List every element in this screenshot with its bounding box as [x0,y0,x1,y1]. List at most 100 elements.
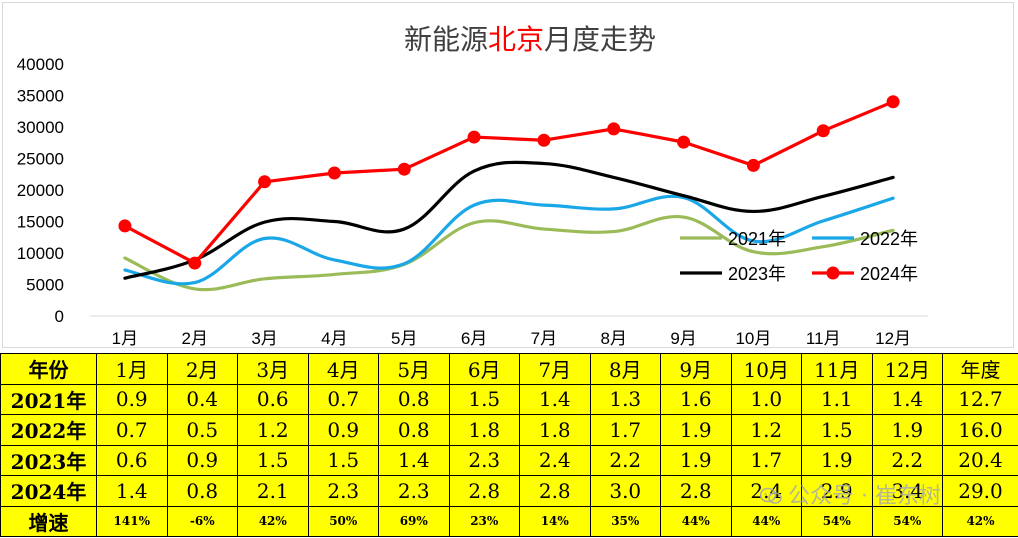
table-cell: 4月 [307,353,379,385]
table-cell: 1月 [96,353,168,385]
table-cell: 1.9 [871,414,943,446]
table-cell: 1.1 [801,383,873,415]
table-cell: 11月 [801,353,873,385]
table-cell: 0.7 [307,383,379,415]
chart-title-part-1: 北京 [488,23,544,56]
table-cell: 1.2 [237,414,309,446]
table-cell: 1.4 [378,444,450,476]
chart-frame [2,2,1014,348]
table-cell: 3月 [237,353,309,385]
table-cell: 1.9 [660,444,732,476]
chart-title: 新能源北京月度走势 [404,23,656,56]
series-line-3 [123,100,895,265]
table-cell: 2.4 [519,444,591,476]
series-point-3 [118,219,132,233]
table-cell: 44% [730,505,802,537]
y-tick-label: 15000 [17,213,64,232]
table-cell: 1.4 [871,383,943,415]
line-chart: 新能源北京月度走势 40000 35000 30000 25000 20000 15000 1… [17,23,928,348]
wechat-icon [760,487,782,504]
table-cell: 8月 [589,353,661,385]
table-cell: 0.9 [166,444,238,476]
table-cell: 23% [448,505,520,537]
watermark-text: 公众号 · 崔东树 [788,484,941,509]
table-cell: 1.8 [519,414,591,446]
chart-title-part-2: 月度走势 [544,23,656,56]
legend-marker-3 [826,266,840,280]
table-cell: 5月 [378,353,450,385]
table-cell: 0.5 [166,414,238,446]
row-label-cell: 增速 [0,505,97,537]
series-point-3 [607,122,621,136]
legend-label-2: 2023年 [728,264,786,284]
x-tick-label: 12月 [875,329,911,348]
table-cell: 2.3 [378,475,450,507]
series-line-0 [123,214,895,292]
table-cell: 42% [237,505,309,537]
table-cell: 0.4 [166,383,238,415]
table-cell: 9月 [660,353,732,385]
table-row: 2022年 0.7 0.5 1.2 0.9 0.8 1.8 1.8 1.7 1.9 1.2 1.5 1.… [0,414,1018,446]
table-cell: 20.4 [942,444,1018,476]
y-tick-label: 20000 [17,181,64,200]
table-cell: 1.5 [448,383,520,415]
series-point-3 [746,158,760,172]
table-cell: 44% [660,505,732,537]
x-tick-label: 6月 [461,329,487,348]
chart-area: 新能源北京月度走势 40000 35000 30000 25000 20000 15000 1… [2,2,1014,348]
table-cell: 3.4 [871,475,943,507]
table-cell: 54% [801,505,873,537]
series-point-3 [327,166,341,180]
table-cell: 0.7 [96,414,168,446]
data-table: 年份 1月 2月 3月 4月 5月 6月 7月 8月 9月 10月 11月 12月 年度 2021年 0.9 0… [0,353,1018,537]
table-cell: 2.2 [589,444,661,476]
y-tick-label: 30000 [17,118,64,137]
table-cell: 2.9 [801,475,873,507]
legend-label-0: 2021年 [728,229,786,249]
table-cell: 50% [307,505,379,537]
table-row: 2023年 0.6 0.9 1.5 1.5 1.4 2.3 2.4 2.2 1.9 1.7 1.9 2.… [0,444,1018,476]
table-cell: 2.8 [660,475,732,507]
table-cell: 16.0 [942,414,1018,446]
table-cell: 1.4 [96,475,168,507]
series-point-3 [886,95,900,109]
table-cell: 7月 [519,353,591,385]
series-point-3 [397,162,411,176]
table-cell: 6月 [448,353,520,385]
table-cell: 2.1 [237,475,309,507]
x-tick-label: 3月 [251,329,277,348]
table-cell: 10月 [730,353,802,385]
row-label-cell: 年份 [0,353,97,385]
table-cell: 2.8 [519,475,591,507]
table-cell: 0.6 [96,444,168,476]
table-row: 2021年 0.9 0.4 0.6 0.7 0.8 1.5 1.4 1.3 1.6 1.0 1.1 1.… [0,383,1018,415]
chart-title-part-0: 新能源 [404,23,488,56]
table-cell: 0.6 [237,383,309,415]
table-cell: 35% [589,505,661,537]
table-cell: 2.3 [307,475,379,507]
x-tick-label: 2月 [182,329,208,348]
table-cell: 1.0 [730,383,802,415]
series-line-2 [123,160,895,280]
table-cell: 1.5 [237,444,309,476]
table-cell: 3.0 [589,475,661,507]
table-cell: 1.6 [660,383,732,415]
table-cell: 12月 [871,353,943,385]
x-tick-label: 10月 [735,329,771,348]
series-point-3 [467,130,481,144]
table-cell: 2.2 [871,444,943,476]
table-cell: 1.7 [589,414,661,446]
table-cell: 1.2 [730,414,802,446]
x-tick-label: 4月 [321,329,347,348]
table-cell: 29.0 [942,475,1018,507]
table-cell: 2.8 [448,475,520,507]
table-cell: 1.5 [801,414,873,446]
series-point-3 [816,124,830,138]
table-cell: 54% [871,505,943,537]
row-label-cell: 2024年 [0,475,97,507]
row-label-cell: 2022年 [0,414,97,446]
table-cell: 14% [519,505,591,537]
table-cell: 2月 [166,353,238,385]
table-cell: 1.7 [730,444,802,476]
y-tick-label: 25000 [17,150,64,169]
